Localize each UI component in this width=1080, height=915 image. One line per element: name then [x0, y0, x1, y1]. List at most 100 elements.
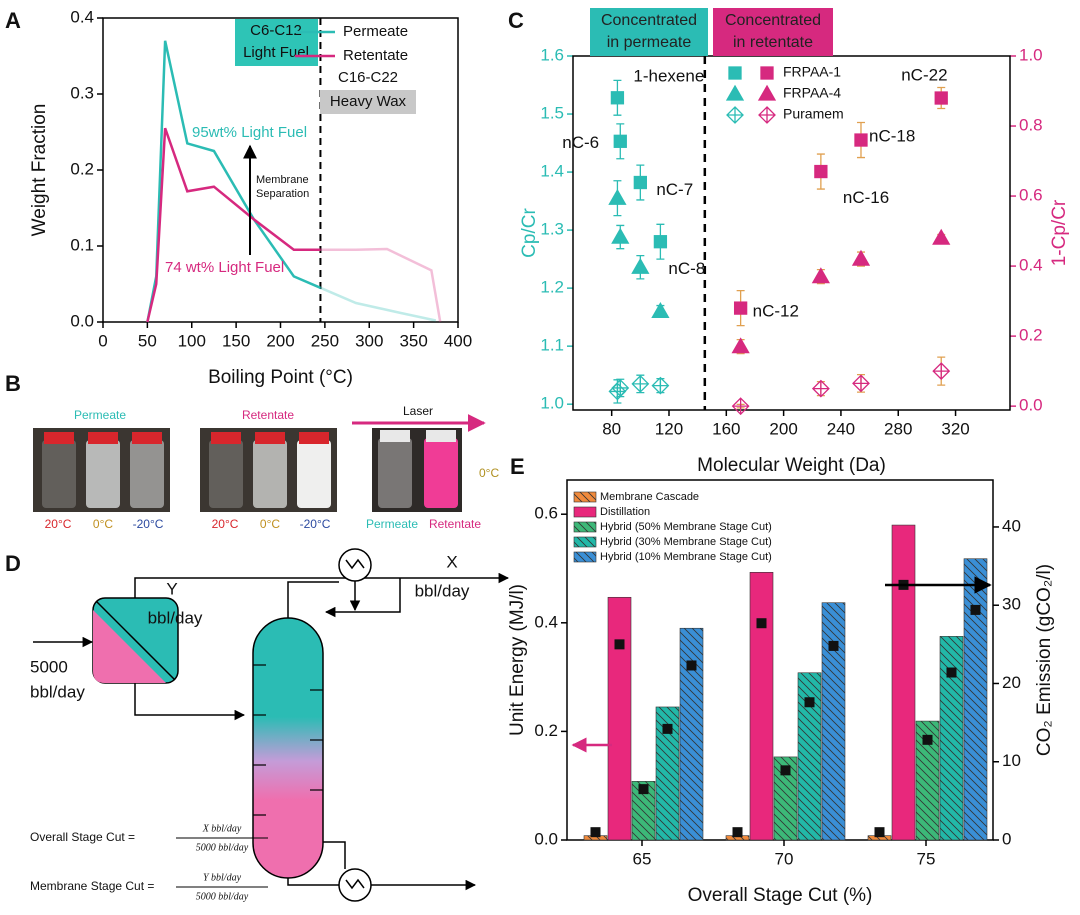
legend-label: FRPAA-4 — [783, 85, 841, 101]
x-tick-label: 280 — [884, 419, 912, 438]
marker — [731, 337, 750, 354]
x-tick-label: 160 — [712, 419, 740, 438]
temp-label: 0°C — [93, 517, 113, 531]
formula-denominator: 5000 bbl/day — [196, 891, 249, 902]
legend-label: FRPAA-1 — [783, 64, 841, 80]
y2-axis-label: 1-Cp/Cr — [1049, 199, 1070, 266]
annotation: Separation — [256, 188, 309, 200]
region-label: in permeate — [607, 34, 692, 51]
y-tick-label: 0.4 — [70, 7, 94, 26]
legend-swatch — [573, 551, 597, 563]
y2-tick-label: 0.6 — [1019, 186, 1043, 205]
overhead-line — [287, 581, 339, 618]
point-label: nC-7 — [656, 180, 693, 199]
formula-numerator: X bbl/day — [202, 823, 242, 834]
bar — [679, 627, 704, 841]
membrane-product-line — [134, 572, 510, 598]
x-tick-label: 70 — [775, 849, 794, 868]
marker — [733, 301, 748, 315]
diagram-text: Y bbl/day X bbl/day 5000 bbl/day Overall… — [30, 552, 470, 902]
bar — [655, 706, 680, 841]
photo-title: Permeate — [74, 408, 126, 422]
emission-marker — [732, 827, 743, 838]
legend-swatch — [573, 536, 597, 548]
region-box — [235, 19, 318, 66]
sample-label: Retentate — [429, 517, 481, 531]
y-axis-label: Weight Fraction — [29, 104, 50, 237]
y-tick-label: 1.2 — [540, 278, 564, 297]
y-tick-label: 1.5 — [540, 104, 564, 123]
y-tick-label: 0.6 — [534, 504, 558, 523]
x-tick-label: 50 — [138, 331, 157, 350]
flow-label: bbl/day — [30, 682, 85, 701]
membrane-diagonal — [95, 600, 176, 681]
bottoms-line — [287, 878, 339, 886]
marker — [758, 106, 776, 124]
x-tick-label: 100 — [178, 331, 206, 350]
marker — [651, 376, 670, 395]
region-label: C16-C22 — [338, 69, 398, 86]
region-label: Light Fuel — [243, 44, 309, 61]
x-tick-label: 75 — [917, 849, 936, 868]
bar — [773, 756, 798, 841]
point-label: nC-12 — [753, 302, 799, 321]
region-box — [713, 8, 833, 56]
region-box — [320, 90, 416, 114]
x-axis-label: Boiling Point (°C) — [208, 367, 353, 388]
formula-name: Overall Stage Cut = — [30, 830, 135, 844]
point-label: 1-hexene — [633, 66, 704, 85]
point-label: nC-16 — [843, 188, 889, 207]
y-tick-label: 1.4 — [540, 162, 564, 181]
marker — [760, 66, 774, 80]
x-axis-label: Overall Stage Cut (%) — [688, 885, 873, 906]
marker — [731, 397, 750, 416]
panel-label: B — [5, 371, 21, 396]
legend-label: Retentate — [343, 47, 408, 64]
y-tick-label: 0.1 — [70, 235, 94, 254]
line-series — [146, 127, 442, 323]
emission-marker — [804, 697, 815, 708]
temp-label: 20°C — [212, 517, 239, 531]
bar — [749, 572, 774, 841]
panel-label: D — [5, 551, 21, 576]
legend-label: Distillation — [600, 506, 650, 518]
x-tick-label: 120 — [655, 419, 683, 438]
region-label: in retentate — [733, 34, 813, 51]
y-tick-label: 0.0 — [534, 829, 558, 848]
x-tick-label: 300 — [355, 331, 383, 350]
emission-marker — [686, 660, 697, 671]
annotation: 74 wt% Light Fuel — [165, 259, 284, 276]
temp-label: 0°C — [479, 466, 499, 480]
y-axis-label: Unit Energy (MJ/l) — [507, 584, 528, 736]
y2-tick-label: 0.2 — [1019, 326, 1043, 345]
marker — [932, 362, 951, 381]
point-label: nC-18 — [869, 127, 915, 146]
y2-tick-label: 40 — [1002, 516, 1021, 535]
photo-panel: B Permeate Retentate Laser 20°C 0°C -20°… — [5, 371, 499, 531]
point-label: nC-22 — [901, 66, 947, 85]
region-label: Concentrated — [601, 12, 697, 29]
emission-marker — [780, 765, 791, 776]
bar — [821, 602, 846, 841]
formula-denominator: 5000 bbl/day — [196, 842, 249, 853]
flow-label: X — [446, 552, 457, 571]
marker — [811, 379, 830, 398]
marker — [854, 133, 868, 147]
y-tick-label: 0.2 — [534, 721, 558, 740]
temp-label: 0°C — [260, 517, 280, 531]
marker — [814, 164, 828, 179]
marker — [934, 91, 948, 105]
x-tick-label: 0 — [98, 331, 107, 350]
y2-tick-label: 20 — [1002, 673, 1021, 692]
marker — [608, 188, 627, 205]
trays — [253, 664, 323, 816]
region-box — [590, 8, 708, 56]
y-tick-label: 0.2 — [70, 159, 94, 178]
marker — [653, 235, 668, 249]
y2-tick-label: 30 — [1002, 595, 1021, 614]
legend-label: Hybrid (50% Membrane Stage Cut) — [600, 521, 772, 533]
legend-swatch — [573, 521, 597, 533]
membrane-half — [93, 610, 166, 683]
emission-marker — [946, 667, 957, 678]
y-tick-label: 0.4 — [534, 612, 558, 631]
